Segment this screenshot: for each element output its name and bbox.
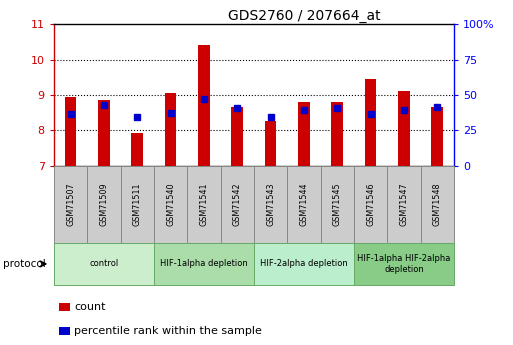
Bar <box>98 100 110 166</box>
Text: GSM71542: GSM71542 <box>233 183 242 226</box>
Bar <box>154 166 187 243</box>
Text: HIF-1alpha depletion: HIF-1alpha depletion <box>160 259 248 268</box>
Bar <box>387 166 421 243</box>
Bar <box>231 107 243 166</box>
Text: protocol: protocol <box>3 259 45 269</box>
Bar <box>398 91 410 166</box>
Bar <box>65 97 76 166</box>
Bar <box>154 243 254 285</box>
Text: count: count <box>74 302 106 312</box>
Bar <box>431 107 443 166</box>
Text: GDS2760 / 207664_at: GDS2760 / 207664_at <box>228 9 381 23</box>
Bar <box>354 166 387 243</box>
Bar <box>254 166 287 243</box>
Text: HIF-1alpha HIF-2alpha
depletion: HIF-1alpha HIF-2alpha depletion <box>357 254 451 274</box>
Text: GSM71511: GSM71511 <box>133 183 142 226</box>
Bar <box>321 166 354 243</box>
Text: GSM71544: GSM71544 <box>300 183 308 226</box>
Bar <box>187 166 221 243</box>
Text: GSM71545: GSM71545 <box>333 183 342 226</box>
Bar <box>254 243 354 285</box>
Bar <box>365 79 377 166</box>
Bar <box>198 45 210 166</box>
Bar <box>287 166 321 243</box>
Text: GSM71543: GSM71543 <box>266 183 275 226</box>
Bar <box>54 166 87 243</box>
Bar <box>354 243 454 285</box>
Text: percentile rank within the sample: percentile rank within the sample <box>74 326 262 336</box>
Bar <box>131 133 143 166</box>
Text: GSM71507: GSM71507 <box>66 183 75 226</box>
Bar <box>221 166 254 243</box>
Bar <box>54 243 154 285</box>
Bar <box>298 102 310 166</box>
Bar <box>331 102 343 166</box>
Text: control: control <box>89 259 119 268</box>
Text: GSM71546: GSM71546 <box>366 183 375 226</box>
Text: HIF-2alpha depletion: HIF-2alpha depletion <box>260 259 348 268</box>
Text: GSM71541: GSM71541 <box>200 183 208 226</box>
Bar <box>121 166 154 243</box>
Bar <box>87 166 121 243</box>
Bar <box>165 93 176 166</box>
Text: GSM71547: GSM71547 <box>400 183 408 226</box>
Text: GSM71548: GSM71548 <box>433 183 442 226</box>
Text: GSM71509: GSM71509 <box>100 183 108 226</box>
Text: GSM71540: GSM71540 <box>166 183 175 226</box>
Bar <box>265 121 277 166</box>
Bar <box>421 166 454 243</box>
